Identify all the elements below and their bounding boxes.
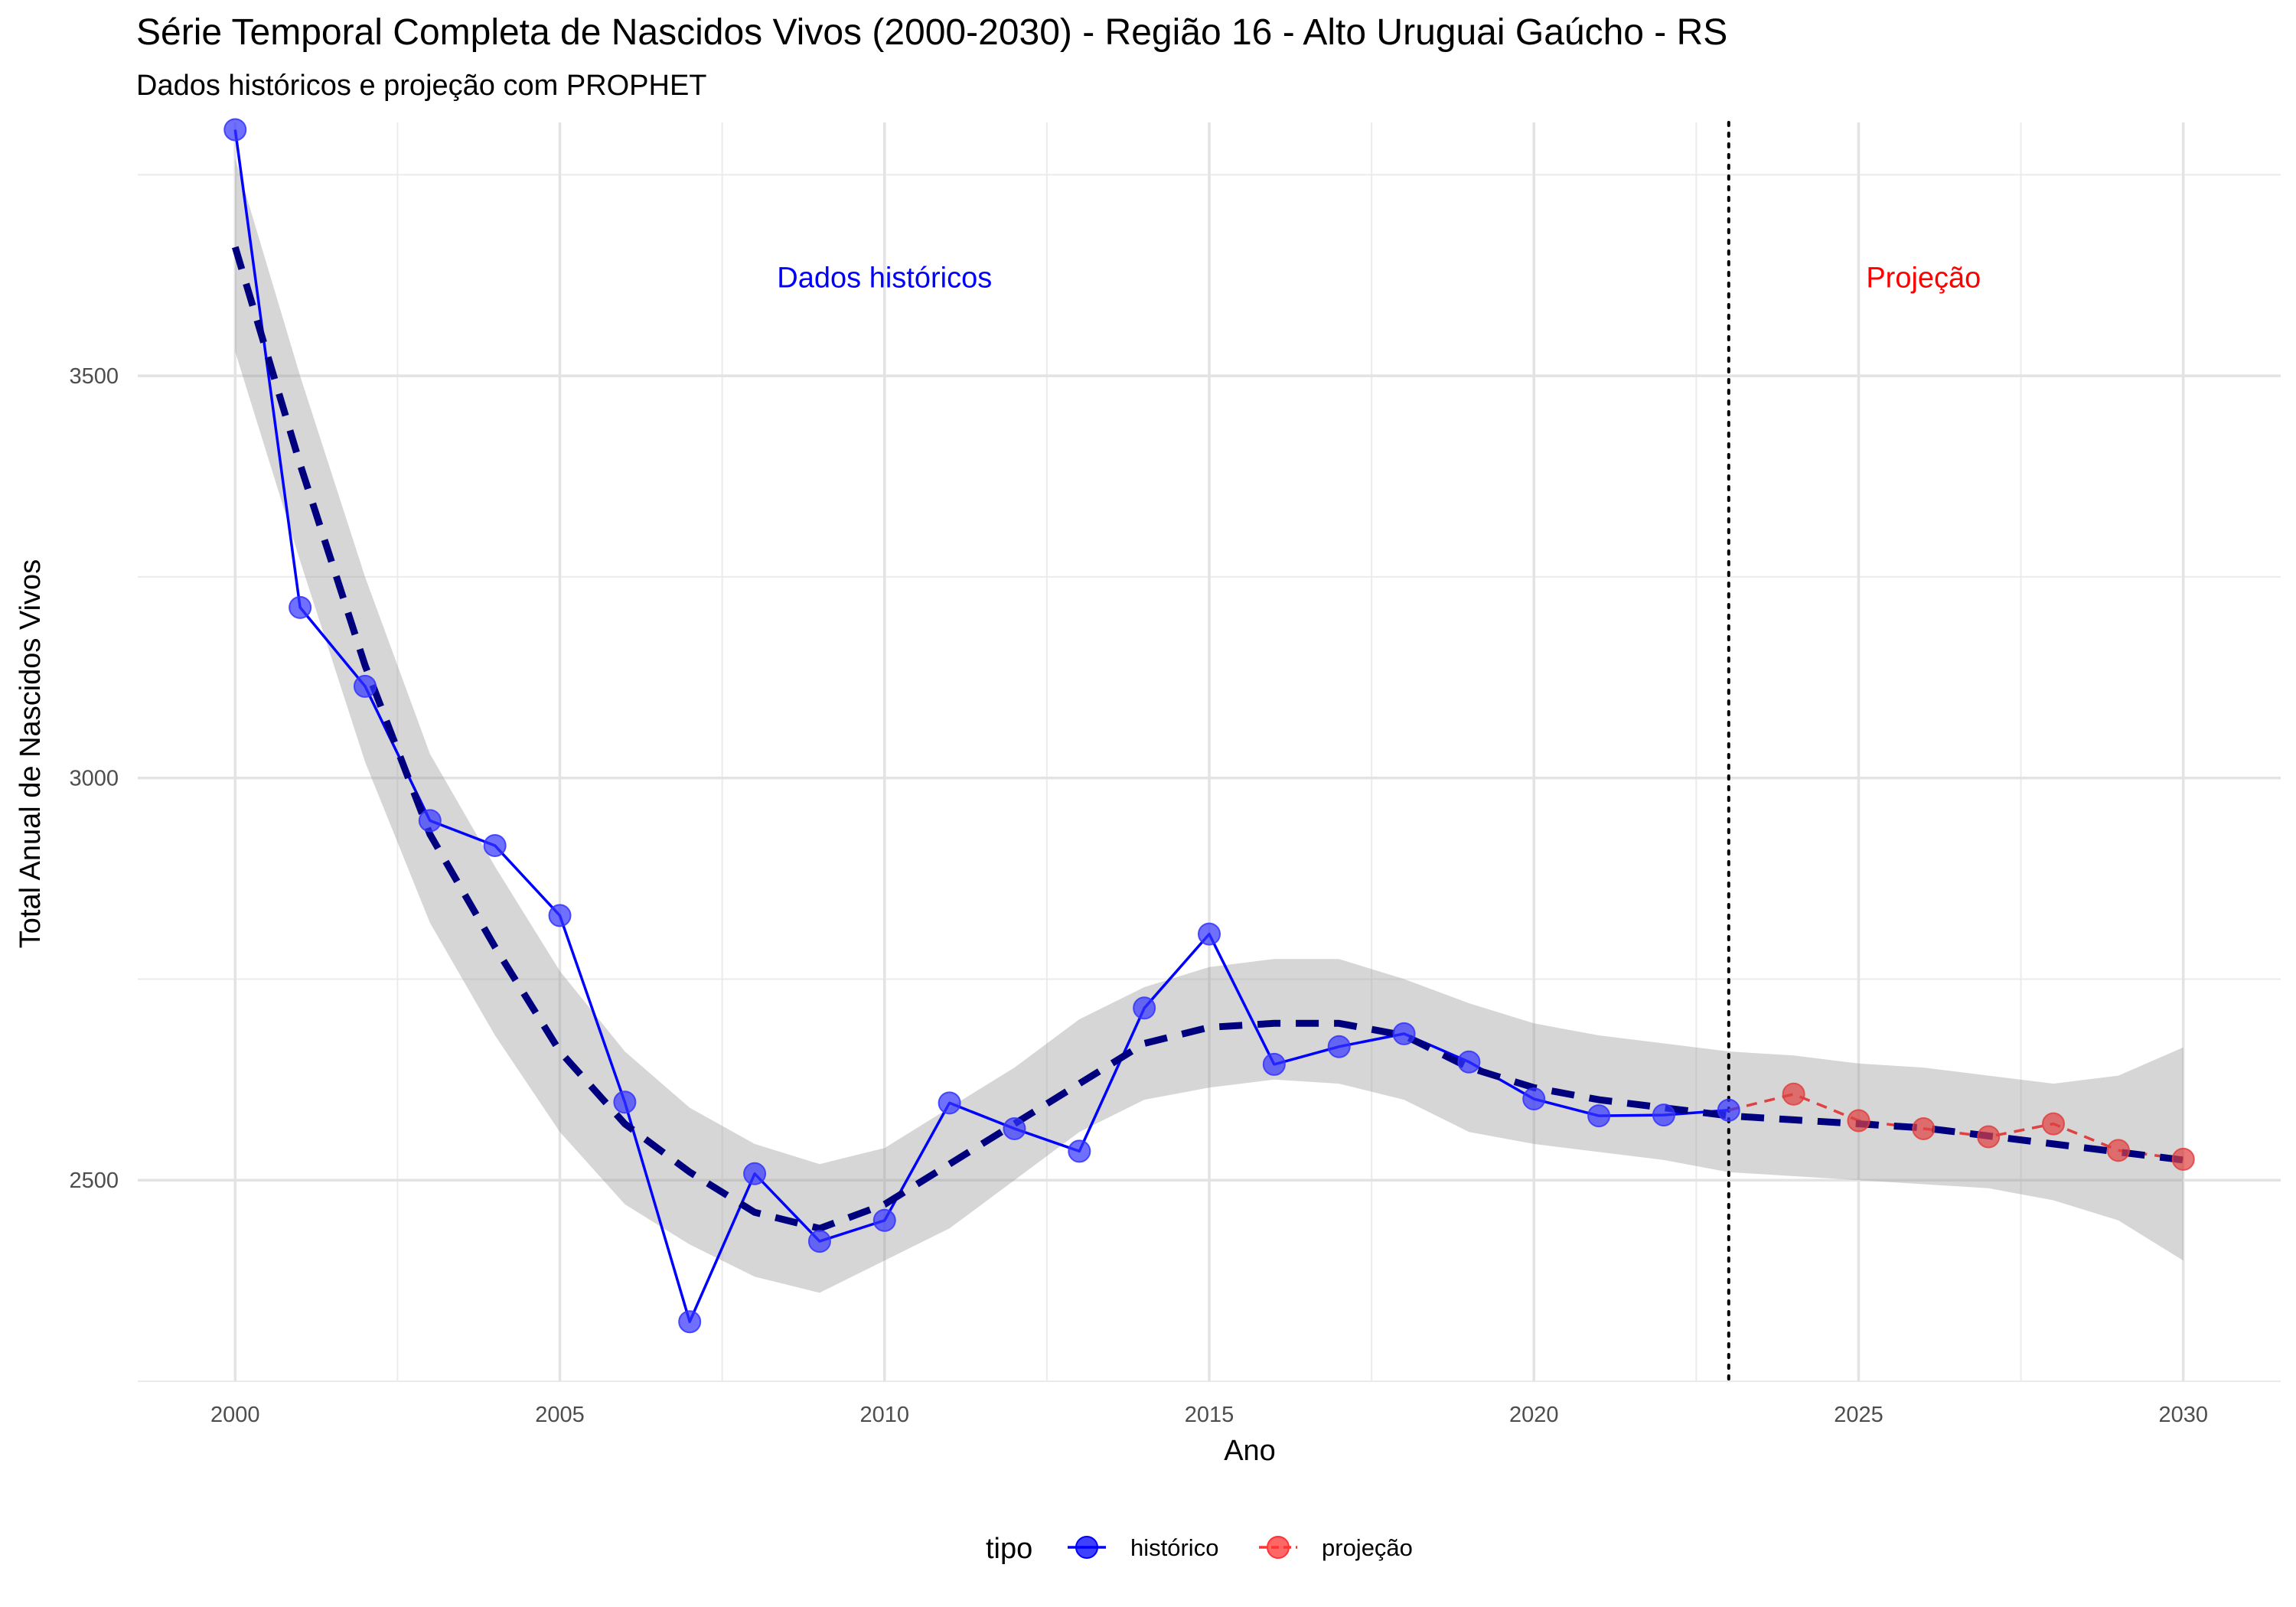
x-tick-label: 2030 <box>2158 1403 2208 1427</box>
point-historico <box>289 595 312 619</box>
point-historico <box>613 1090 637 1114</box>
x-tick-label: 2010 <box>859 1403 909 1427</box>
point-historico <box>678 1310 702 1334</box>
point-historico <box>1457 1050 1481 1074</box>
point-projecao <box>1782 1082 1805 1106</box>
grid <box>138 122 2281 1382</box>
chart-title: Série Temporal Completa de Nascidos Vivo… <box>136 12 1727 53</box>
point-historico <box>1392 1022 1416 1045</box>
annotation-historicos: Dados históricos <box>777 262 992 294</box>
confidence-band <box>235 158 2183 1293</box>
series-line-projecao <box>1728 1093 2183 1161</box>
point-projecao <box>2042 1112 2066 1136</box>
point-projecao <box>1977 1125 2001 1149</box>
legend: tipo histórico projeção <box>986 1533 1413 1565</box>
point-historico <box>1587 1104 1611 1128</box>
point-historico <box>483 833 507 857</box>
confidence-band-area <box>235 158 2183 1293</box>
legend-key-point <box>1267 1536 1290 1559</box>
x-axis-ticks: 2000 2005 2010 2015 2020 2025 2030 <box>210 1403 2208 1427</box>
point-historico <box>418 809 442 833</box>
point-projecao <box>1847 1109 1870 1133</box>
y-axis-title: Total Anual de Nascidos Vivos <box>15 559 47 948</box>
point-historico <box>1327 1035 1351 1058</box>
point-historico <box>1717 1098 1740 1122</box>
legend-label: histórico <box>1130 1534 1218 1561</box>
x-tick-label: 2025 <box>1834 1403 1883 1427</box>
x-axis-title: Ano <box>1224 1435 1276 1467</box>
point-projecao <box>2106 1139 2130 1162</box>
point-historico <box>1133 996 1156 1020</box>
point-projecao <box>2171 1147 2195 1171</box>
legend-item-projecao: projeção <box>1259 1534 1413 1561</box>
point-historico <box>872 1208 896 1232</box>
legend-key-point <box>1075 1536 1098 1559</box>
point-historico <box>1262 1052 1286 1076</box>
point-historico <box>1652 1103 1675 1127</box>
x-tick-label: 2015 <box>1185 1403 1234 1427</box>
y-tick-label: 3500 <box>69 364 119 389</box>
legend-label: projeção <box>1322 1534 1413 1561</box>
series-points <box>223 118 2195 1334</box>
point-historico <box>1522 1087 1546 1111</box>
chart-subtitle: Dados históricos e projeção com PROPHET <box>136 70 707 102</box>
point-historico <box>1003 1116 1026 1140</box>
x-tick-label: 2020 <box>1509 1403 1559 1427</box>
annotations: Dados históricos Projeção <box>777 262 1981 294</box>
x-tick-label: 2005 <box>535 1403 585 1427</box>
y-tick-label: 3000 <box>69 767 119 791</box>
point-historico <box>743 1162 767 1185</box>
legend-title: tipo <box>986 1533 1032 1565</box>
x-tick-label: 2000 <box>210 1403 260 1427</box>
annotation-projecao: Projeção <box>1866 262 1981 294</box>
point-projecao <box>1912 1116 1936 1140</box>
point-historico <box>548 904 572 927</box>
point-historico <box>223 118 247 142</box>
y-tick-label: 2500 <box>69 1169 119 1193</box>
legend-item-historico: histórico <box>1068 1534 1218 1561</box>
y-axis-ticks: 2500 3000 3500 <box>69 364 119 1193</box>
point-historico <box>1198 922 1221 946</box>
point-historico <box>353 674 377 698</box>
point-historico <box>1068 1139 1091 1163</box>
point-historico <box>807 1230 831 1253</box>
point-historico <box>938 1091 961 1115</box>
